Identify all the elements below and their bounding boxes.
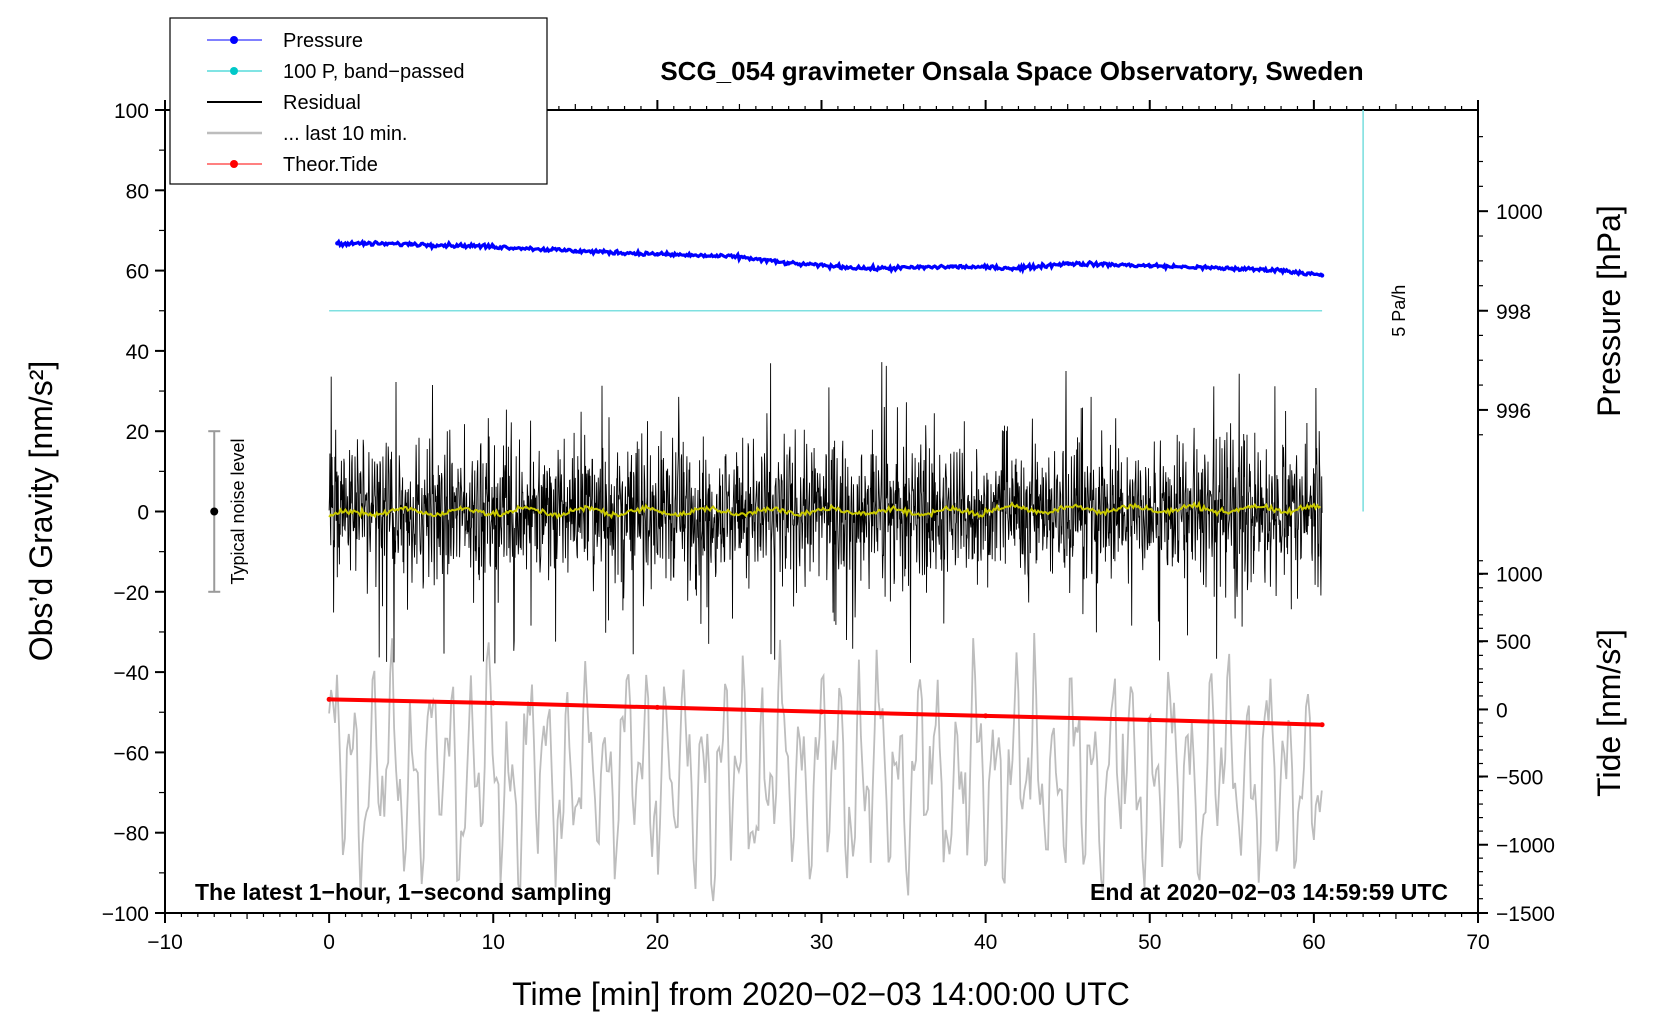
- tide-point: [490, 700, 496, 706]
- y-tick-label: 0: [137, 502, 149, 525]
- tide-tick-label: 1000: [1496, 564, 1543, 587]
- residual-line: [328, 362, 1323, 664]
- y-tick-label: −80: [113, 823, 149, 846]
- x-tick-label: 20: [646, 931, 669, 954]
- x-tick-label: 10: [482, 931, 505, 954]
- y-tick-label: −100: [102, 903, 149, 926]
- y-axis-label-pressure: Pressure [hPa]: [1591, 205, 1627, 417]
- y-axis-label-left: Obs’d Gravity [nm/s²]: [23, 361, 59, 662]
- legend-label: Theor.Tide: [283, 154, 378, 176]
- pressure-line: [336, 238, 1323, 278]
- pressure-point: [655, 251, 660, 257]
- y-tick-label: 80: [126, 180, 149, 203]
- pressure-point: [1278, 267, 1284, 273]
- smoothed-residual-line: [328, 500, 1321, 520]
- annotations: Typical noise level 5 Pa/h: [208, 110, 1409, 593]
- tide-point: [326, 696, 332, 702]
- pressure-point: [868, 266, 873, 271]
- tide-tick-label: −1500: [1496, 903, 1555, 926]
- rate-label: 5 Pa/h: [1389, 285, 1409, 337]
- pressure-tick-label: 998: [1496, 301, 1531, 324]
- legend-label: ... last 10 min.: [283, 123, 408, 145]
- y-tick-label: 100: [114, 100, 149, 123]
- pressure-point: [1016, 265, 1021, 271]
- pressure-point: [491, 244, 496, 249]
- tide-point: [819, 709, 824, 715]
- tide-point: [654, 704, 660, 710]
- pressure-point: [1319, 273, 1325, 278]
- tide-point: [983, 713, 989, 719]
- legend-marker: [230, 36, 238, 44]
- legend-label: Pressure: [283, 30, 363, 52]
- legend-label: 100 P, band−passed: [283, 61, 464, 83]
- y-tick-label: −40: [113, 662, 149, 685]
- tide-point: [1147, 717, 1153, 723]
- tide-tick-label: 500: [1496, 631, 1531, 654]
- legend-label: Residual: [283, 92, 361, 114]
- tide-tick-label: −500: [1496, 766, 1543, 789]
- pressure-point: [335, 241, 340, 246]
- tide-tick-label: −1000: [1496, 835, 1555, 858]
- noise-label: Typical noise level: [228, 438, 248, 584]
- pressure-point: [408, 241, 414, 247]
- sampling-note: The latest 1−hour, 1−second sampling: [195, 879, 612, 905]
- x-tick-label: 40: [974, 931, 997, 954]
- pressure-point: [573, 248, 578, 254]
- x-axis-label: Time [min] from 2020−02−03 14:00:00 UTC: [512, 976, 1130, 1012]
- axes: −10 0 10 20 30 40 50 60 70−100−80−60−40−20020406…: [102, 100, 1555, 954]
- pressure-point: [737, 254, 742, 260]
- y-tick-label: 20: [126, 421, 149, 444]
- y-tick-label: 60: [126, 261, 149, 284]
- pressure-tick-label: 996: [1496, 400, 1531, 423]
- x-tick-label: 0: [323, 931, 335, 954]
- pressure-point: [1229, 266, 1235, 271]
- y-axis-label-tide: Tide [nm/s²]: [1591, 629, 1627, 797]
- last-10-min-series: [328, 632, 1323, 902]
- x-tick-label: 50: [1138, 931, 1161, 954]
- pressure-point: [950, 264, 955, 269]
- chart-title: SCG_054 gravimeter Onsala Space Observat…: [660, 56, 1363, 86]
- pressure-series: [335, 238, 1325, 278]
- legend-marker: [230, 67, 238, 75]
- plot-area: [326, 238, 1325, 902]
- tide-point: [1319, 722, 1325, 728]
- smoothed-residual-series: [328, 500, 1321, 520]
- tide-tick-label: 0: [1496, 699, 1508, 722]
- legend: Pressure 100 P, band−passed Residual ... la…: [169, 17, 548, 185]
- pressure-point: [1147, 263, 1152, 268]
- x-tick-label: 70: [1466, 931, 1489, 954]
- y-tick-label: 40: [126, 341, 149, 364]
- residual-series: [328, 362, 1323, 664]
- y-tick-label: −60: [113, 742, 149, 765]
- noise-bar-center: [210, 507, 219, 516]
- theoretical-tide-series: [326, 696, 1325, 728]
- last-10-min-line: [328, 632, 1323, 902]
- pressure-point: [1065, 261, 1070, 266]
- pressure-tick-label: 1000: [1496, 201, 1543, 224]
- legend-marker: [230, 160, 238, 168]
- x-tick-label: −10: [147, 931, 183, 954]
- x-tick-label: 60: [1302, 931, 1325, 954]
- pressure-point: [786, 261, 791, 266]
- end-time-note: End at 2020−02−03 14:59:59 UTC: [1090, 879, 1448, 905]
- x-tick-label: 30: [810, 931, 833, 954]
- y-tick-label: −20: [113, 582, 149, 605]
